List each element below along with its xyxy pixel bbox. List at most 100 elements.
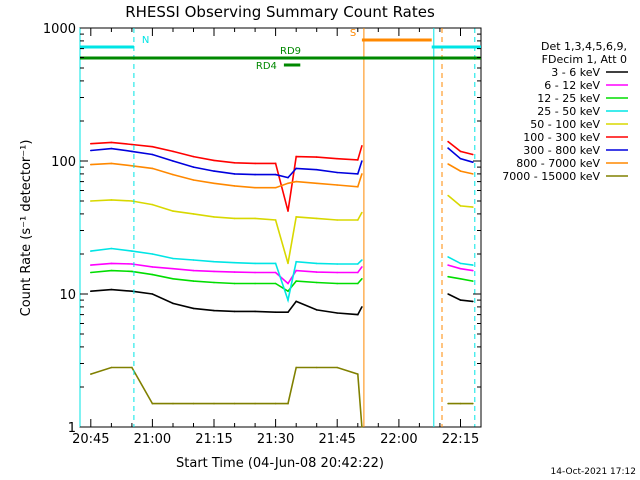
- series-5-point-17: [447, 194, 449, 197]
- chart-title: RHESSI Observing Summary Count Rates: [125, 3, 435, 21]
- series-1-point-16: [361, 306, 363, 308]
- series-line-6-part-2: [447, 140, 473, 156]
- series-5-point-2: [110, 199, 113, 201]
- series-3-point-17: [447, 275, 449, 278]
- series-6-point-19: [472, 153, 474, 156]
- series-2-point-16: [361, 266, 363, 268]
- series-3-point-5: [172, 278, 174, 280]
- legend-label-3: 12 - 25 keV: [537, 92, 600, 105]
- series-7-point-17: [447, 147, 449, 149]
- series-7-point-6: [192, 166, 195, 168]
- series-4-point-6: [192, 259, 195, 261]
- series-8-point-8: [233, 185, 236, 187]
- series-7-point-4: [151, 153, 154, 156]
- series-4-point-5: [172, 257, 174, 260]
- series-5-point-14: [336, 219, 339, 221]
- footer-date: 14-Oct-2021 17:12: [551, 467, 636, 477]
- series-1-point-18: [459, 299, 462, 301]
- series-2-point-3: [131, 263, 133, 265]
- series-6-point-17: [447, 140, 449, 143]
- series-2-point-5: [172, 267, 174, 270]
- series-5-point-5: [172, 210, 174, 212]
- series-1-point-6: [192, 307, 195, 310]
- series-3-point-16: [361, 278, 363, 280]
- series-1-point-12: [295, 300, 298, 303]
- series-8-point-1: [90, 163, 92, 166]
- series-4-point-11: [287, 299, 289, 301]
- series-2-point-18: [459, 267, 462, 270]
- series-6-point-8: [233, 162, 236, 164]
- series-line-2-part-2: [447, 264, 473, 272]
- series-4-point-9: [254, 262, 256, 265]
- series-line-5-part-1: [90, 199, 363, 264]
- series-5-point-9: [254, 217, 256, 220]
- series-5-point-13: [315, 217, 318, 220]
- series-5-point-10: [274, 219, 277, 221]
- series-5-point-12: [295, 216, 298, 218]
- series-4-point-3: [131, 250, 133, 252]
- series-6-point-7: [213, 159, 215, 162]
- series-9-point-16: [361, 426, 363, 428]
- series-4-point-12: [295, 260, 298, 263]
- series-4-point-10: [274, 262, 277, 265]
- x-tick-label-5: 21:45: [318, 432, 355, 447]
- series-8-point-4: [151, 167, 154, 170]
- series-9-point-13: [315, 366, 318, 369]
- series-6-point-1: [90, 142, 92, 145]
- series-8-point-16: [361, 173, 363, 175]
- series-7-point-18: [459, 157, 462, 160]
- series-8-point-13: [315, 182, 318, 185]
- series-2-point-11: [287, 282, 289, 285]
- series-7-point-14: [336, 171, 339, 174]
- series-5-point-19: [472, 206, 474, 208]
- series-1-point-3: [131, 290, 133, 293]
- series-6-point-3: [131, 143, 133, 146]
- series-9-point-19: [472, 402, 474, 405]
- series-6-point-16: [361, 145, 363, 147]
- series-2-point-7: [213, 270, 215, 273]
- series-9-point-3: [131, 366, 133, 369]
- flag-label-N: N: [142, 35, 149, 46]
- series-line-4-part-1: [90, 247, 363, 304]
- series-6-point-12: [295, 155, 298, 158]
- series-8-point-7: [213, 182, 215, 185]
- series-2-point-14: [336, 271, 339, 274]
- series-4-point-15: [357, 263, 359, 265]
- series-1-point-19: [472, 300, 474, 303]
- series-6-point-15: [357, 159, 359, 161]
- legend-label-2: 6 - 12 keV: [544, 79, 600, 92]
- series-line-8-part-2: [447, 163, 473, 175]
- legend-label-7: 300 - 800 keV: [523, 144, 600, 157]
- series-6-point-14: [336, 157, 339, 160]
- series-2-point-4: [151, 266, 154, 268]
- series-4-point-7: [213, 260, 215, 263]
- series-line-2-part-1: [90, 262, 363, 285]
- series-line-8-part-1: [90, 162, 363, 189]
- series-9-point-14: [336, 366, 339, 369]
- y-tick-label-1: 1: [68, 421, 76, 436]
- legend-label-9: 7000 - 15000 keV: [502, 170, 600, 183]
- series-8-point-18: [459, 170, 462, 172]
- legend-header-1: Det 1,3,4,5,6,9,: [541, 40, 627, 53]
- series-9-point-18: [459, 402, 462, 405]
- series-2-point-19: [472, 269, 474, 272]
- series-3-point-8: [233, 282, 236, 285]
- series-1-point-13: [315, 309, 318, 311]
- series-4-point-17: [447, 256, 449, 258]
- series-9-point-11: [287, 402, 289, 405]
- series-4-point-2: [110, 247, 113, 250]
- series-6-point-18: [459, 150, 462, 153]
- series-9-point-9: [254, 402, 256, 405]
- series-9-point-1: [90, 373, 92, 375]
- series-5-point-1: [90, 200, 92, 202]
- series-7-point-11: [287, 176, 289, 179]
- y-tick-label-3: 100: [51, 155, 76, 170]
- y-axis-label: Count Rate (s⁻¹ detector⁻¹): [19, 140, 34, 317]
- series-8-point-3: [131, 165, 133, 167]
- series-5-point-15: [357, 219, 359, 221]
- series-7-point-9: [254, 173, 256, 176]
- series-3-point-10: [274, 282, 277, 285]
- y-tick-label-4: 1000: [43, 22, 76, 37]
- series-4-point-18: [459, 262, 462, 265]
- series-7-point-12: [295, 167, 298, 170]
